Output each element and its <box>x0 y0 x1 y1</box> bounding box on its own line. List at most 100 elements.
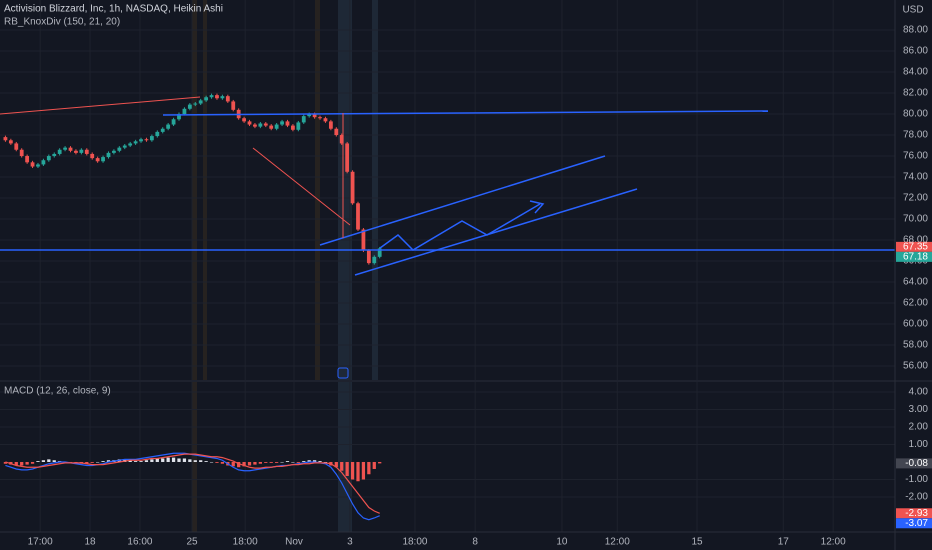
x-tick-label: 10 <box>556 537 568 548</box>
x-tick-label: 25 <box>186 537 198 548</box>
y-tick-label: 1.00 <box>909 439 929 450</box>
histogram-bar <box>199 460 203 462</box>
histogram-bar <box>378 461 382 464</box>
y-tick-label: 80.00 <box>903 109 928 120</box>
histogram-bar <box>139 461 143 462</box>
y-tick-label: 4.00 <box>909 387 929 398</box>
histogram-bar <box>177 458 181 462</box>
histogram-bar <box>280 461 284 463</box>
histogram-bar <box>209 461 214 463</box>
histogram-bar <box>215 461 219 463</box>
histogram-bar <box>231 461 235 467</box>
macd-title: MACD (12, 26, close, 9) <box>4 386 111 397</box>
currency: USD <box>902 5 923 16</box>
y-tick-label: 70.00 <box>903 214 928 225</box>
price-tag: -0.08 <box>896 458 932 469</box>
histogram-bar <box>242 461 246 467</box>
y-tick-label: 88.00 <box>903 25 928 36</box>
price-tag-box <box>896 518 932 529</box>
y-tick-label: 58.00 <box>903 340 928 351</box>
price-tag-label: -3.07 <box>905 518 928 529</box>
histogram-bar <box>14 461 18 466</box>
x-tick-label: 17 <box>778 537 790 548</box>
price-tag-box <box>896 241 932 252</box>
price-tag: -3.07 <box>896 518 932 529</box>
macd-line <box>5 453 380 514</box>
price-tag-box <box>896 458 932 469</box>
y-tick-label: 2.00 <box>909 422 929 433</box>
y-tick-label: 3.00 <box>909 404 929 415</box>
histogram-bar <box>133 461 138 462</box>
price-tag-box <box>896 508 932 519</box>
y-tick-label: -1.00 <box>905 474 928 485</box>
y-tick-label: 72.00 <box>903 193 928 204</box>
histogram-bar <box>171 457 176 462</box>
y-tick-label: 62.00 <box>903 298 928 309</box>
session-bands <box>192 0 378 532</box>
histogram-bar <box>350 461 355 480</box>
histogram-bar <box>182 458 187 462</box>
y-tick-label: 86.00 <box>903 46 928 57</box>
histogram-bar <box>101 461 105 462</box>
histogram-bar <box>253 461 257 465</box>
histogram-bar <box>258 461 262 464</box>
y-tick-label: 68.00 <box>903 235 928 246</box>
x-tick-label: 18:00 <box>402 537 427 548</box>
histogram-bar <box>41 460 46 462</box>
histogram-bar <box>85 461 89 464</box>
histogram-bar <box>20 461 24 466</box>
histogram-bar <box>340 461 344 471</box>
histogram-bar <box>25 461 29 465</box>
histogram-bar <box>356 461 360 482</box>
symbol-title: Activision Blizzard, Inc, 1h, NASDAQ, He… <box>4 4 223 15</box>
histogram-bar <box>161 458 165 462</box>
y-tick-label: 76.00 <box>903 151 928 162</box>
y-tick-label: 60.00 <box>903 319 928 330</box>
price-tag-label: 67.18 <box>903 251 928 262</box>
x-tick-label: 18 <box>84 537 96 548</box>
histogram-bar <box>302 461 306 462</box>
histogram-bar <box>323 461 328 463</box>
price-tag-label: 67.35 <box>903 241 928 252</box>
price-tag-label: -2.93 <box>905 508 928 519</box>
histogram-bar <box>275 461 279 463</box>
x-tick-label: Nov <box>285 537 303 548</box>
price-tag-box <box>896 251 932 262</box>
x-tick-label: 12:00 <box>605 537 630 548</box>
indicator-title: RB_KnoxDiv (150, 21, 20) <box>4 17 120 28</box>
marks <box>3 93 382 521</box>
histogram-bar <box>285 461 290 462</box>
y-tick-label: 78.00 <box>903 130 928 141</box>
price-tag-label: -0.08 <box>905 458 928 469</box>
axes: 17:00 18 16:00 25 18:00 Nov 3 18:00 8 10 12:00 15 17… <box>28 25 932 548</box>
x-tick-label: 18:00 <box>233 537 258 548</box>
histogram-bar <box>90 461 94 463</box>
y-tick-label: 56.00 <box>903 361 928 372</box>
grid <box>0 0 895 532</box>
histogram-bar <box>30 461 35 464</box>
histogram-bar <box>334 461 338 468</box>
histogram-bar <box>166 457 170 462</box>
histogram-bar <box>150 459 154 462</box>
y-tick-label: -2.00 <box>905 492 928 503</box>
histogram-bar <box>372 461 376 469</box>
x-tick-label: 8 <box>472 537 478 548</box>
price-tag: -2.93 <box>896 508 932 519</box>
y-tick-label: 84.00 <box>903 67 928 78</box>
y-tick-label: 64.00 <box>903 277 928 288</box>
histogram-bar <box>144 460 149 462</box>
histogram-bar <box>220 461 225 464</box>
histogram-bar <box>367 461 371 475</box>
x-tick-label: 17:00 <box>28 537 53 548</box>
y-tick-label: 74.00 <box>903 172 928 183</box>
histogram-bar <box>237 461 241 468</box>
histogram-bar <box>204 461 208 462</box>
histogram-bar <box>247 461 252 466</box>
y-tick-label: 82.00 <box>903 88 928 99</box>
histogram-bar <box>307 460 311 462</box>
histogram-bar <box>296 461 300 463</box>
histogram-bar <box>36 461 40 462</box>
histogram-bar <box>193 460 197 462</box>
price-tag: 67.18 <box>896 251 932 262</box>
